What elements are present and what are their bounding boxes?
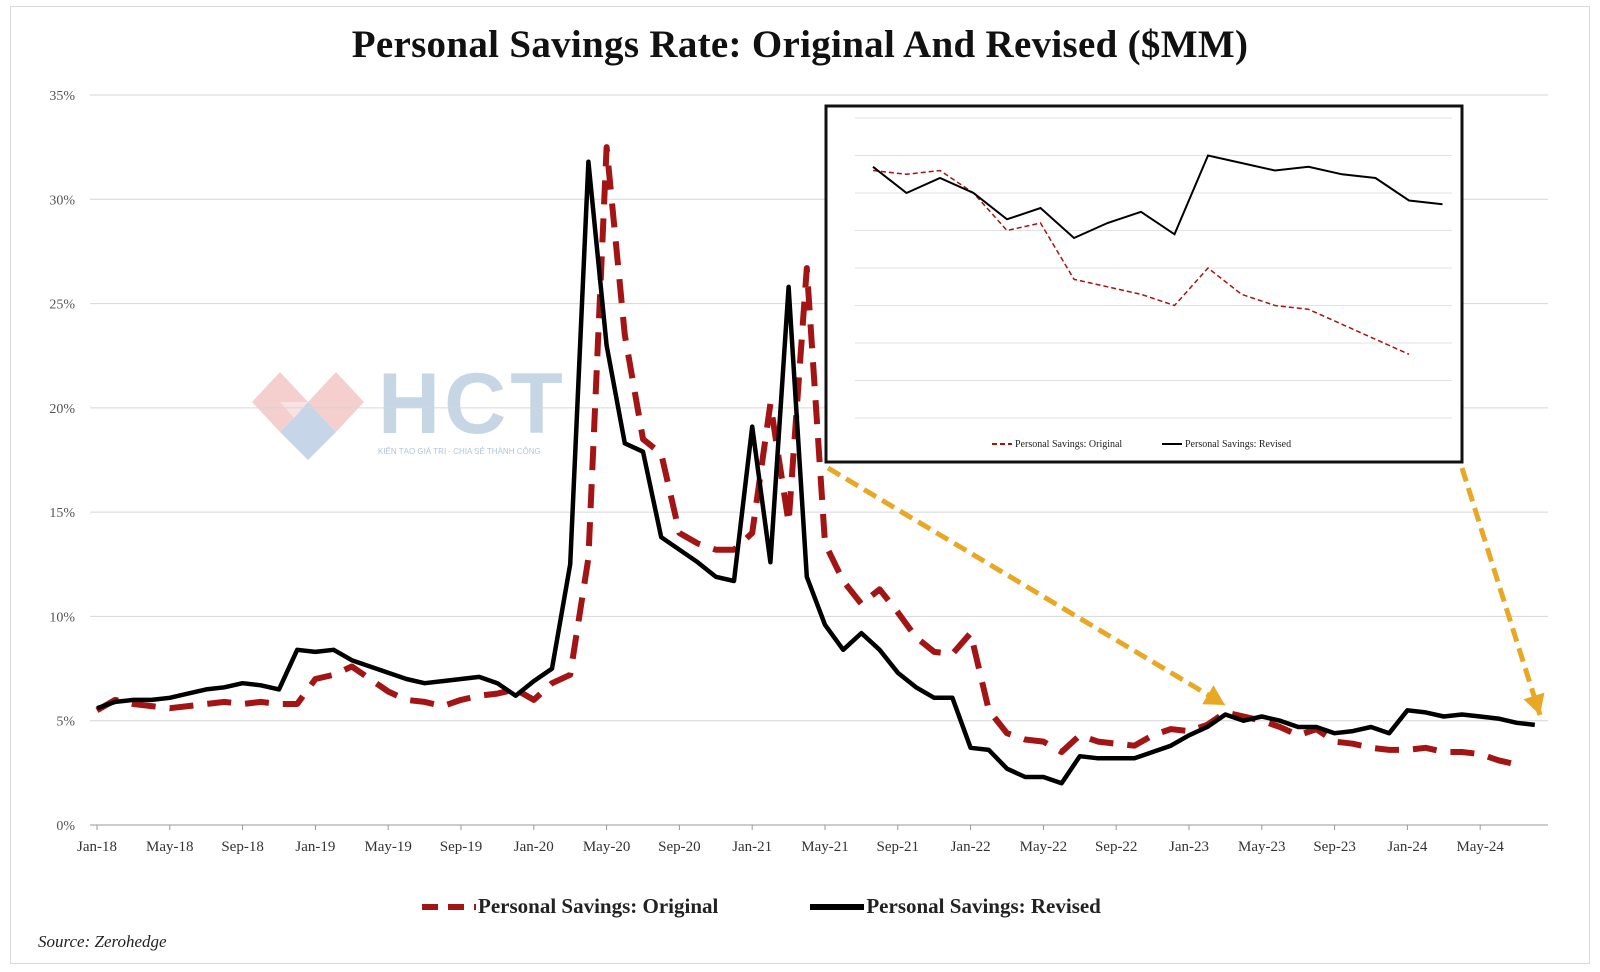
y-tick-label: 20% bbox=[49, 402, 75, 417]
x-tick-label: Jan-21 bbox=[732, 839, 772, 855]
x-tick-label: Jan-24 bbox=[1387, 839, 1427, 855]
chart-title: Personal Savings Rate: Original And Revi… bbox=[351, 23, 1249, 66]
y-tick-label: 25% bbox=[49, 298, 75, 313]
x-tick-label: Sep-19 bbox=[440, 839, 483, 855]
y-tick-label: 15% bbox=[49, 506, 75, 521]
watermark-text: HCT bbox=[378, 356, 567, 452]
y-tick-label: 10% bbox=[49, 610, 75, 625]
inset-legend-label-revised: Personal Savings: Revised bbox=[1185, 439, 1291, 450]
watermark-subtext: KIẾN TẠO GIÁ TRỊ - CHIA SẺ THÀNH CÔNG bbox=[378, 447, 541, 456]
zoom-arrow-left bbox=[826, 465, 1227, 708]
inset-line-revised bbox=[872, 154, 1443, 240]
zoom-arrows bbox=[826, 465, 1545, 716]
x-tick-label: Jan-23 bbox=[1169, 839, 1209, 855]
zoom-arrow-right bbox=[1459, 467, 1543, 716]
legend-item-original: Personal Savings: Original bbox=[420, 894, 718, 919]
x-tick-label: May-23 bbox=[1238, 839, 1286, 855]
source-note: Source: Zerohedge bbox=[38, 932, 167, 951]
y-axis-ticks: 0% 5% 10% 15% 20% 25% 30% 35% bbox=[49, 89, 75, 834]
x-tick-label: May-21 bbox=[801, 839, 849, 855]
x-tick-label: Sep-22 bbox=[1095, 839, 1138, 855]
x-tick-label: May-18 bbox=[146, 839, 194, 855]
x-tick-label: Jan-22 bbox=[951, 839, 991, 855]
inset-legend-label-original: Personal Savings: Original bbox=[1015, 439, 1122, 450]
series-line-original bbox=[95, 144, 1518, 768]
x-tick-label: Jan-18 bbox=[77, 839, 117, 855]
x-tick-label: Sep-18 bbox=[221, 839, 264, 855]
inset-chart: Personal Savings: Original Personal Savin… bbox=[824, 104, 1464, 464]
x-tick-label: May-20 bbox=[583, 839, 631, 855]
x-tick-label: Sep-23 bbox=[1313, 839, 1356, 855]
x-tick-label: Jan-20 bbox=[514, 839, 554, 855]
zoom-arrow-right-head bbox=[1523, 692, 1545, 715]
legend-swatch-solid-icon bbox=[810, 903, 865, 910]
x-tick-label: Jan-19 bbox=[295, 839, 335, 855]
chart-frame bbox=[10, 6, 1590, 964]
legend-label-original: Personal Savings: Original bbox=[478, 894, 719, 918]
x-tick-label: May-22 bbox=[1020, 839, 1068, 855]
inset-line-original bbox=[872, 169, 1410, 355]
x-axis-ticks: Jan-18 May-18 Sep-18 Jan-19 May-19 Sep-19 Jan-… bbox=[77, 825, 1504, 855]
y-tick-label: 35% bbox=[49, 89, 75, 104]
series-line-revised bbox=[96, 159, 1536, 786]
series-lines bbox=[95, 144, 1536, 786]
zoom-arrow-left-head bbox=[1202, 685, 1225, 705]
legend-swatch-dashed-icon bbox=[422, 903, 476, 910]
y-tick-label: 5% bbox=[56, 715, 75, 730]
x-tick-label: May-19 bbox=[364, 839, 412, 855]
x-tick-label: May-24 bbox=[1456, 839, 1504, 855]
inset-frame bbox=[824, 104, 1464, 464]
x-tick-label: Sep-21 bbox=[877, 839, 920, 855]
y-tick-label: 30% bbox=[49, 193, 75, 208]
y-tick-label: 0% bbox=[56, 819, 75, 834]
legend-label-revised: Personal Savings: Revised bbox=[866, 894, 1101, 918]
legend-item-revised: Personal Savings: Revised bbox=[808, 894, 1101, 919]
x-tick-label: Sep-20 bbox=[658, 839, 701, 855]
watermark-logo-icon bbox=[252, 372, 364, 460]
legend: Personal Savings: Original Personal Savi… bbox=[420, 894, 1191, 919]
